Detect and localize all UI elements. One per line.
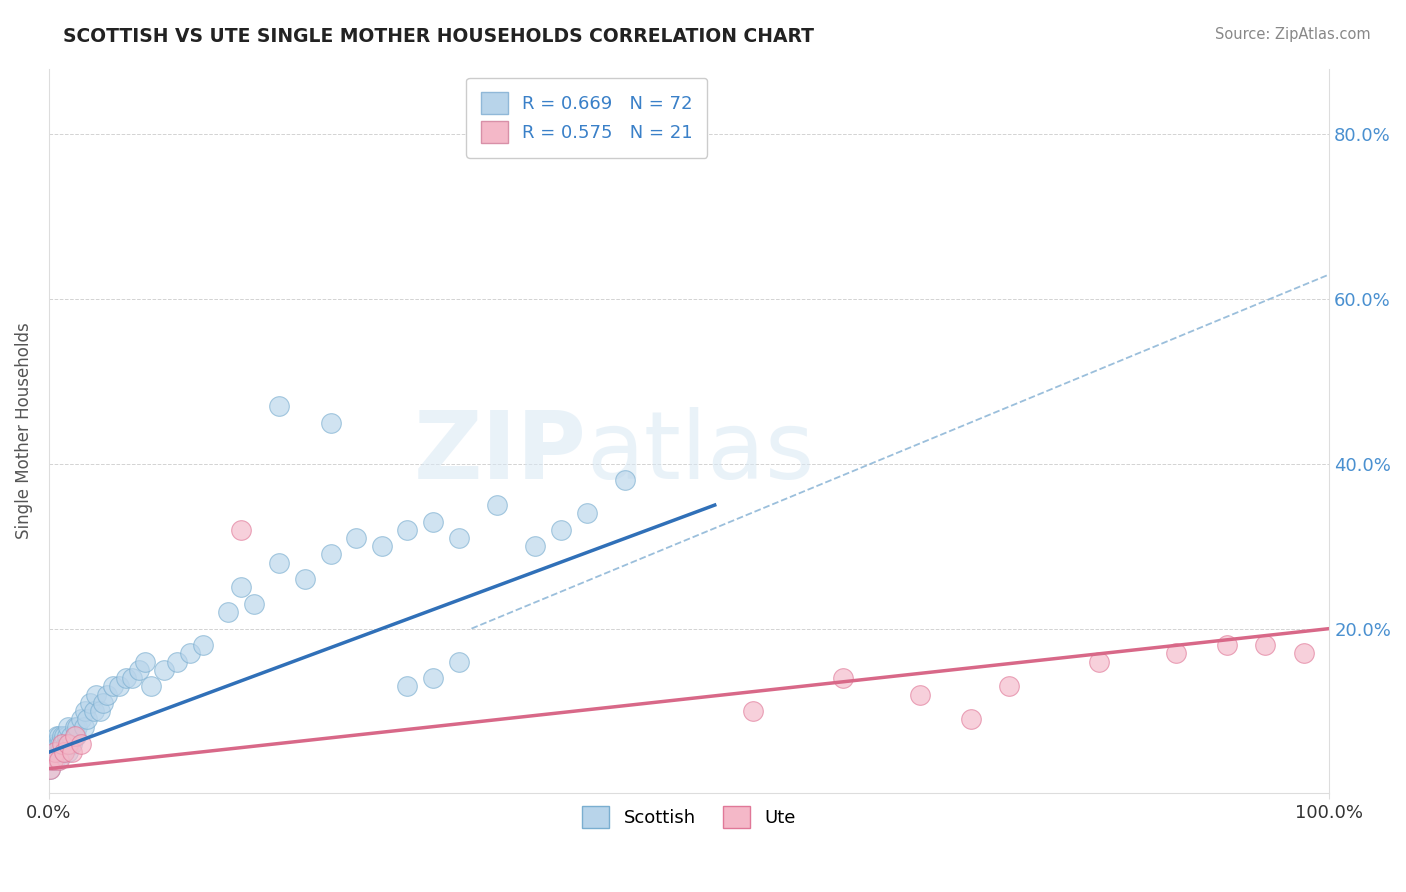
Point — [108, 679, 131, 693]
Point — [44, 753, 66, 767]
Point — [52, 737, 75, 751]
Point — [447, 655, 470, 669]
Point — [294, 572, 316, 586]
Point — [128, 663, 150, 677]
Point — [42, 745, 65, 759]
Point — [48, 729, 70, 743]
Point — [53, 745, 76, 759]
Point — [121, 671, 143, 685]
Text: atlas: atlas — [586, 407, 815, 499]
Point — [42, 753, 65, 767]
Point — [58, 737, 80, 751]
Point — [319, 548, 342, 562]
Point — [831, 671, 853, 685]
Point — [344, 531, 367, 545]
Point — [86, 688, 108, 702]
Point — [998, 679, 1021, 693]
Point — [153, 663, 176, 677]
Point — [959, 712, 981, 726]
Point — [89, 704, 111, 718]
Point — [1088, 655, 1111, 669]
Point — [269, 556, 291, 570]
Point — [44, 737, 66, 751]
Point — [371, 539, 394, 553]
Point — [229, 581, 252, 595]
Point — [48, 753, 70, 767]
Point — [396, 523, 419, 537]
Point — [53, 729, 76, 743]
Point — [134, 655, 156, 669]
Point — [83, 704, 105, 718]
Point — [96, 688, 118, 702]
Point — [70, 737, 93, 751]
Point — [56, 721, 79, 735]
Point — [575, 506, 598, 520]
Point — [55, 737, 77, 751]
Point — [45, 745, 67, 759]
Point — [447, 531, 470, 545]
Point — [49, 737, 72, 751]
Point — [1292, 646, 1315, 660]
Point — [319, 416, 342, 430]
Point — [46, 753, 69, 767]
Point — [191, 638, 214, 652]
Point — [42, 745, 65, 759]
Point — [76, 712, 98, 726]
Point — [42, 753, 65, 767]
Point — [166, 655, 188, 669]
Point — [51, 729, 73, 743]
Text: Source: ZipAtlas.com: Source: ZipAtlas.com — [1215, 27, 1371, 42]
Point — [217, 605, 239, 619]
Point — [51, 745, 73, 759]
Point — [41, 753, 63, 767]
Point — [91, 696, 114, 710]
Point — [179, 646, 201, 660]
Point — [114, 671, 136, 685]
Point — [63, 721, 86, 735]
Point — [72, 721, 94, 735]
Point — [422, 671, 444, 685]
Point — [42, 737, 65, 751]
Point — [60, 737, 83, 751]
Text: SCOTTISH VS UTE SINGLE MOTHER HOUSEHOLDS CORRELATION CHART: SCOTTISH VS UTE SINGLE MOTHER HOUSEHOLDS… — [63, 27, 814, 45]
Point — [742, 704, 765, 718]
Legend: Scottish, Ute: Scottish, Ute — [575, 798, 803, 835]
Point — [243, 597, 266, 611]
Point — [56, 737, 79, 751]
Point — [101, 679, 124, 693]
Point — [524, 539, 547, 553]
Point — [66, 721, 89, 735]
Point — [60, 745, 83, 759]
Point — [45, 729, 67, 743]
Point — [53, 745, 76, 759]
Point — [39, 762, 62, 776]
Point — [65, 729, 87, 743]
Point — [269, 399, 291, 413]
Point — [56, 729, 79, 743]
Point — [46, 737, 69, 751]
Point — [79, 696, 101, 710]
Point — [1254, 638, 1277, 652]
Point — [422, 515, 444, 529]
Point — [550, 523, 572, 537]
Point — [614, 474, 637, 488]
Point — [73, 704, 96, 718]
Point — [141, 679, 163, 693]
Point — [70, 712, 93, 726]
Point — [908, 688, 931, 702]
Point — [51, 737, 73, 751]
Point — [48, 745, 70, 759]
Text: ZIP: ZIP — [413, 407, 586, 499]
Point — [44, 745, 66, 759]
Point — [39, 762, 62, 776]
Point — [1164, 646, 1187, 660]
Point — [63, 729, 86, 743]
Point — [486, 498, 509, 512]
Point — [1216, 638, 1239, 652]
Point — [396, 679, 419, 693]
Point — [59, 729, 82, 743]
Point — [229, 523, 252, 537]
Y-axis label: Single Mother Households: Single Mother Households — [15, 323, 32, 540]
Point — [56, 745, 79, 759]
